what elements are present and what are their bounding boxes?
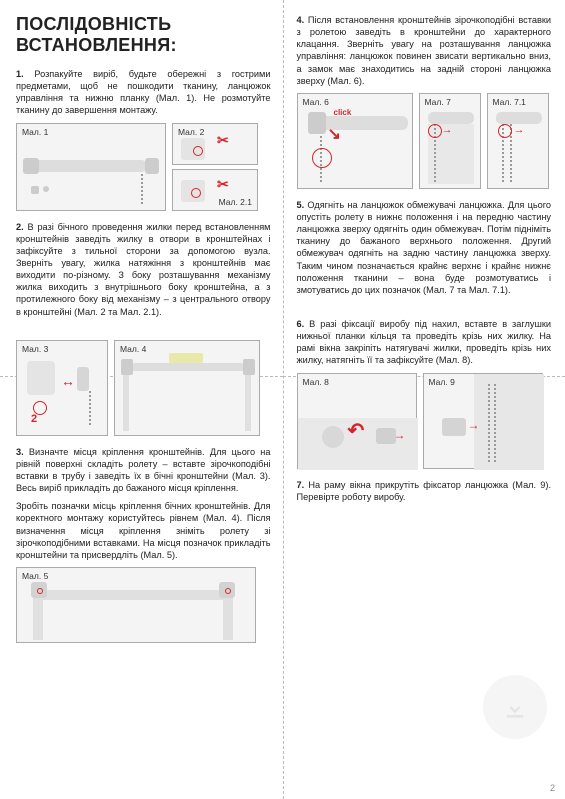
fig-row-4: Мал. 6 click ↘ Мал. 7 → Мал. 7.1 <box>297 93 552 189</box>
step-2-text: 2. В разі бічного проведення жилки перед… <box>16 221 271 318</box>
figure-5-label: Мал. 5 <box>22 571 48 581</box>
step-3a-text: 3. Визначте місця кріплення кронштейнів.… <box>16 446 271 495</box>
figure-2-1: Мал. 2.1 ✂ <box>172 169 258 211</box>
figure-4-label: Мал. 4 <box>120 344 146 354</box>
left-column: ПОСЛІДОВНІСТЬ ВСТАНОВЛЕННЯ: 1. Розпакуйт… <box>0 0 283 799</box>
figure-7-1-label: Мал. 7.1 <box>493 97 526 107</box>
step-5-text: 5. Одягніть на ланцюжок обмежувачі ланцю… <box>297 199 552 296</box>
click-label: click <box>334 108 352 117</box>
fig-row-1: Мал. 1 Мал. 2 ✂ Мал. 2.1 <box>16 123 271 211</box>
step-6-text: 6. В разі фіксації виробу під нахил, вст… <box>297 318 552 367</box>
step-3a-body: Визначте місця кріплення кронштейнів. Дл… <box>16 447 271 493</box>
step-1-text: 1. Розпакуйте виріб, будьте обережні з г… <box>16 68 271 117</box>
step-6-body: В разі фіксації виробу під нахил, вставт… <box>297 319 552 365</box>
fig-row-2: Мал. 3 ↔ 2 Мал. 4 <box>16 340 271 436</box>
step-2-body: В разі бічного проведення жилки перед вс… <box>16 222 271 317</box>
figure-7-1: Мал. 7.1 → <box>487 93 549 189</box>
figure-1: Мал. 1 <box>16 123 166 211</box>
figure-7: Мал. 7 → <box>419 93 481 189</box>
page: ПОСЛІДОВНІСТЬ ВСТАНОВЛЕННЯ: 1. Розпакуйт… <box>0 0 565 799</box>
figure-2-1-label: Мал. 2.1 <box>219 197 252 207</box>
fig-row-3: Мал. 5 <box>16 567 271 643</box>
figure-5: Мал. 5 <box>16 567 256 643</box>
figure-6: Мал. 6 click ↘ <box>297 93 413 189</box>
figure-8-label: Мал. 8 <box>303 377 329 387</box>
figure-2: Мал. 2 ✂ <box>172 123 258 165</box>
page-number: 2 <box>550 783 555 793</box>
figure-4: Мал. 4 <box>114 340 260 436</box>
step-4-text: 4. Після встановлення кронштейнів зірочк… <box>297 14 552 87</box>
figure-9-label: Мал. 9 <box>429 377 455 387</box>
step-7-body: На раму вікна прикрутіть фіксатор ланцюж… <box>297 480 552 502</box>
figure-9: Мал. 9 → <box>423 373 543 469</box>
figure-7-label: Мал. 7 <box>425 97 451 107</box>
step-5-body: Одягніть на ланцюжок обмежувачі ланцюжка… <box>297 200 552 295</box>
step-1-body: Розпакуйте виріб, будьте обережні з гост… <box>16 69 271 115</box>
figure-6-label: Мал. 6 <box>303 97 329 107</box>
step-4-body: Після встановлення кронштейнів зірочкопо… <box>297 15 552 86</box>
right-column: 4. Після встановлення кронштейнів зірочк… <box>283 0 565 799</box>
figure-3: Мал. 3 ↔ 2 <box>16 340 108 436</box>
step-3b-text: Зробіть позначки місць кріплення бічних … <box>16 500 271 561</box>
figure-8: Мал. 8 ↶ → <box>297 373 417 469</box>
page-title: ПОСЛІДОВНІСТЬ ВСТАНОВЛЕННЯ: <box>16 14 271 56</box>
fig-row-5: Мал. 8 ↶ → Мал. 9 → <box>297 373 552 469</box>
figure-3-label: Мал. 3 <box>22 344 48 354</box>
step-7-text: 7. На раму вікна прикрутіть фіксатор лан… <box>297 479 552 503</box>
figure-2-label: Мал. 2 <box>178 127 204 137</box>
figure-1-label: Мал. 1 <box>22 127 48 137</box>
watermark-icon <box>483 675 547 739</box>
